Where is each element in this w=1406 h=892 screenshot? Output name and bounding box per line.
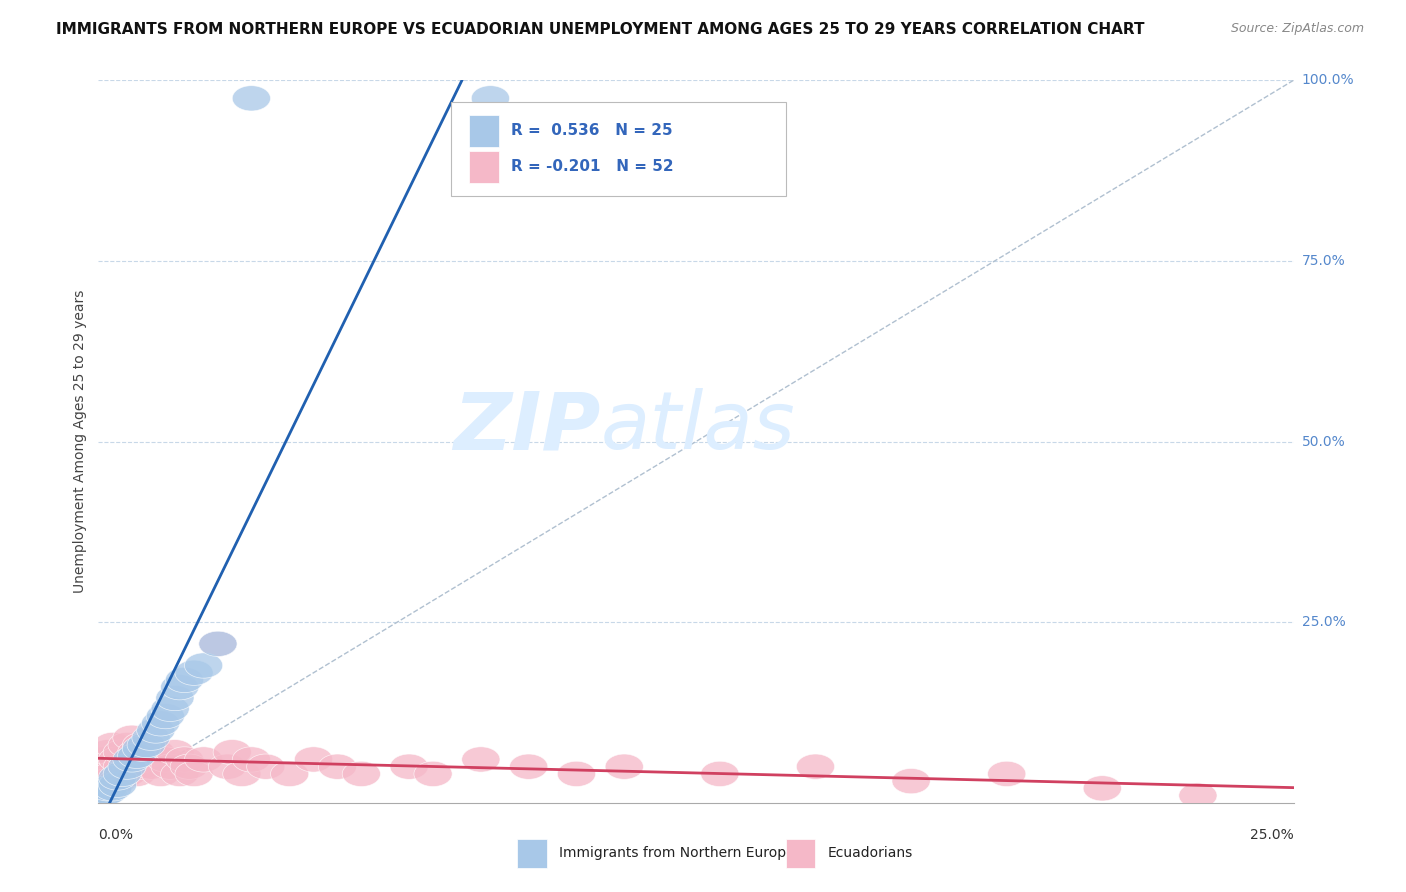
Ellipse shape <box>112 754 150 780</box>
Ellipse shape <box>98 764 136 790</box>
Ellipse shape <box>127 747 166 772</box>
FancyBboxPatch shape <box>786 838 815 868</box>
Ellipse shape <box>222 761 262 787</box>
Ellipse shape <box>389 754 429 780</box>
Ellipse shape <box>198 632 238 657</box>
Ellipse shape <box>84 761 122 787</box>
Ellipse shape <box>136 718 174 743</box>
Ellipse shape <box>103 739 142 764</box>
Text: 25.0%: 25.0% <box>1302 615 1346 629</box>
Text: 100.0%: 100.0% <box>1302 73 1354 87</box>
Ellipse shape <box>198 632 238 657</box>
Text: 75.0%: 75.0% <box>1302 254 1346 268</box>
Ellipse shape <box>232 86 270 111</box>
Ellipse shape <box>150 697 190 722</box>
Ellipse shape <box>89 780 127 805</box>
Ellipse shape <box>170 754 208 780</box>
Ellipse shape <box>122 732 160 757</box>
Ellipse shape <box>103 761 142 787</box>
Ellipse shape <box>94 776 132 801</box>
Ellipse shape <box>132 754 170 780</box>
Text: 50.0%: 50.0% <box>1302 434 1346 449</box>
Ellipse shape <box>112 747 150 772</box>
Ellipse shape <box>98 772 136 797</box>
Ellipse shape <box>84 747 122 772</box>
Ellipse shape <box>1178 783 1218 808</box>
Ellipse shape <box>142 711 180 736</box>
Text: ZIP: ZIP <box>453 388 600 467</box>
Text: Ecuadorians: Ecuadorians <box>827 847 912 861</box>
Ellipse shape <box>146 704 184 729</box>
FancyBboxPatch shape <box>470 114 499 147</box>
Ellipse shape <box>184 653 222 678</box>
Text: R = -0.201   N = 52: R = -0.201 N = 52 <box>510 160 673 175</box>
Ellipse shape <box>461 747 501 772</box>
Ellipse shape <box>98 747 136 772</box>
Text: atlas: atlas <box>600 388 796 467</box>
Ellipse shape <box>127 732 166 757</box>
Ellipse shape <box>132 725 170 750</box>
Text: Immigrants from Northern Europe: Immigrants from Northern Europe <box>558 847 794 861</box>
Ellipse shape <box>108 754 146 780</box>
Text: Source: ZipAtlas.com: Source: ZipAtlas.com <box>1230 22 1364 36</box>
Ellipse shape <box>136 739 174 764</box>
Ellipse shape <box>413 761 453 787</box>
Ellipse shape <box>118 739 156 764</box>
Ellipse shape <box>94 761 132 787</box>
Ellipse shape <box>246 754 285 780</box>
Ellipse shape <box>160 674 198 700</box>
Ellipse shape <box>1083 776 1122 801</box>
Ellipse shape <box>166 667 204 692</box>
Ellipse shape <box>294 747 333 772</box>
Ellipse shape <box>270 761 309 787</box>
Ellipse shape <box>122 754 160 780</box>
Ellipse shape <box>108 732 146 757</box>
Ellipse shape <box>214 739 252 764</box>
Ellipse shape <box>118 743 156 769</box>
Ellipse shape <box>605 754 644 780</box>
Ellipse shape <box>166 747 204 772</box>
Text: IMMIGRANTS FROM NORTHERN EUROPE VS ECUADORIAN UNEMPLOYMENT AMONG AGES 25 TO 29 Y: IMMIGRANTS FROM NORTHERN EUROPE VS ECUAD… <box>56 22 1144 37</box>
Ellipse shape <box>557 761 596 787</box>
Ellipse shape <box>796 754 835 780</box>
Ellipse shape <box>94 732 132 757</box>
Ellipse shape <box>471 86 509 111</box>
Ellipse shape <box>122 736 160 761</box>
Ellipse shape <box>118 761 156 787</box>
Ellipse shape <box>103 754 142 780</box>
Ellipse shape <box>98 769 136 794</box>
Ellipse shape <box>208 754 246 780</box>
Ellipse shape <box>89 769 127 794</box>
Ellipse shape <box>342 761 381 787</box>
Text: 25.0%: 25.0% <box>1250 828 1294 842</box>
Ellipse shape <box>509 754 548 780</box>
Ellipse shape <box>84 783 122 808</box>
Ellipse shape <box>184 747 222 772</box>
Ellipse shape <box>108 761 146 787</box>
Ellipse shape <box>89 739 127 764</box>
FancyBboxPatch shape <box>451 102 786 196</box>
Text: 0.0%: 0.0% <box>98 828 134 842</box>
Ellipse shape <box>156 685 194 711</box>
Ellipse shape <box>891 769 931 794</box>
Ellipse shape <box>174 660 214 685</box>
Ellipse shape <box>174 761 214 787</box>
Y-axis label: Unemployment Among Ages 25 to 29 years: Unemployment Among Ages 25 to 29 years <box>73 290 87 593</box>
Ellipse shape <box>146 747 184 772</box>
Ellipse shape <box>160 761 198 787</box>
FancyBboxPatch shape <box>517 838 547 868</box>
Ellipse shape <box>150 754 190 780</box>
Ellipse shape <box>142 761 180 787</box>
Ellipse shape <box>232 747 270 772</box>
Ellipse shape <box>89 776 127 801</box>
Ellipse shape <box>318 754 357 780</box>
FancyBboxPatch shape <box>470 151 499 183</box>
Ellipse shape <box>112 725 150 750</box>
Ellipse shape <box>987 761 1026 787</box>
Ellipse shape <box>156 739 194 764</box>
Text: R =  0.536   N = 25: R = 0.536 N = 25 <box>510 123 672 138</box>
Ellipse shape <box>700 761 740 787</box>
